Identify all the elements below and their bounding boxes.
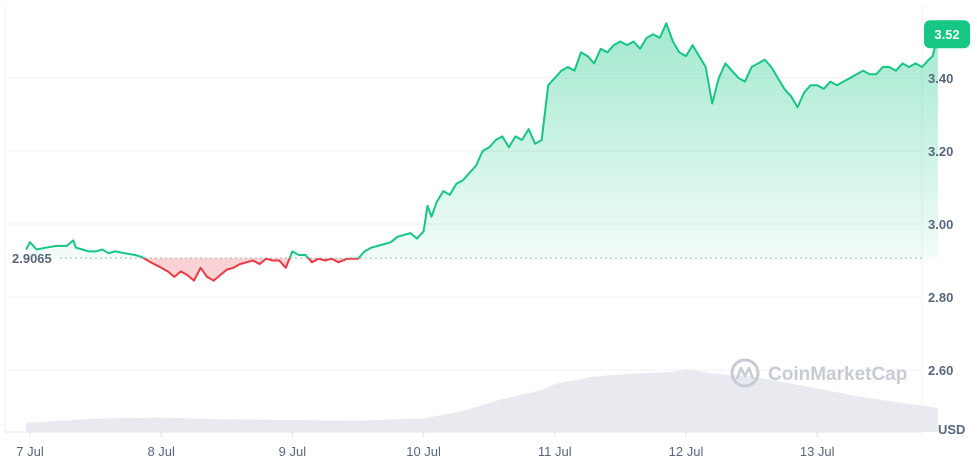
y-axis-unit: USD [938, 422, 965, 437]
x-tick-label-4: 11 Jul [538, 444, 572, 459]
price-line [25, 22, 939, 282]
price-line-down [141, 258, 360, 282]
x-tick-label-3: 10 Jul [406, 444, 441, 459]
x-tick-label-1: 8 Jul [147, 444, 175, 459]
volume-area [26, 369, 938, 432]
y-tick-label-2: 3.00 [928, 217, 953, 232]
price-line-up [25, 22, 939, 259]
price-area [26, 23, 938, 281]
x-tick-label-2: 9 Jul [279, 444, 307, 459]
price-area-down [143, 258, 359, 281]
x-axis: 7 Jul 8 Jul 9 Jul 10 Jul 11 Jul 12 Jul 13 Jul [16, 432, 835, 459]
coinmarketcap-logo-icon [730, 358, 760, 388]
x-tick-label-0: 7 Jul [16, 444, 44, 459]
y-tick-label-1: 2.80 [928, 290, 953, 305]
volume-shape [26, 369, 938, 432]
y-tick-label-3: 3.20 [928, 144, 953, 159]
watermark-text: CoinMarketCap [768, 364, 907, 385]
price-area-up [26, 23, 938, 259]
y-axis: 2.60 2.80 3.00 3.20 3.40 [928, 71, 953, 378]
x-tick-label-6: 13 Jul [800, 444, 835, 459]
last-price-badge: 3.52 [924, 20, 970, 49]
y-tick-label-4: 3.40 [928, 71, 953, 86]
y-tick-label-0: 2.60 [928, 363, 953, 378]
reference-price-label: 2.9065 [12, 251, 52, 266]
last-price-badge-bg [924, 20, 970, 49]
watermark: CoinMarketCap [730, 358, 907, 388]
last-price-badge-value: 3.52 [934, 27, 959, 42]
x-tick-label-5: 12 Jul [669, 444, 704, 459]
